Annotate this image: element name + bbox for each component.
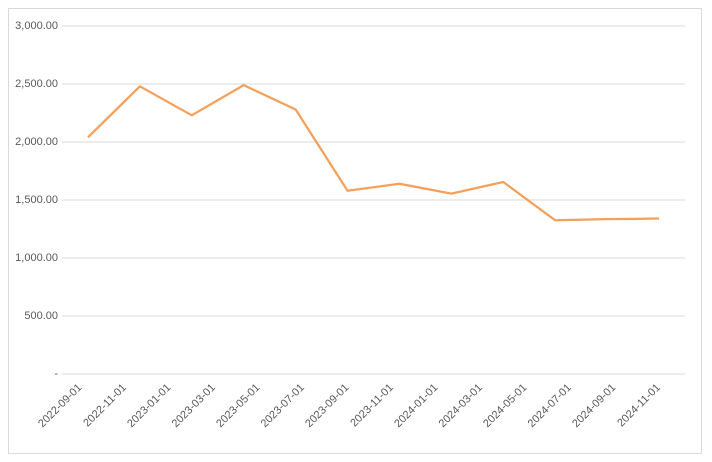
y-tick-label: 2,500.00: [15, 78, 58, 90]
y-tick-label: 500.00: [24, 310, 58, 322]
data-line: [87, 84, 660, 222]
chart-border: [8, 8, 702, 454]
y-tick-label: 2,000.00: [15, 136, 58, 148]
y-tick-label: 1,500.00: [15, 194, 58, 206]
y-tick-label: 3,000.00: [15, 20, 58, 32]
y-tick-label: -: [54, 368, 58, 380]
y-tick-label: 1,000.00: [15, 252, 58, 264]
